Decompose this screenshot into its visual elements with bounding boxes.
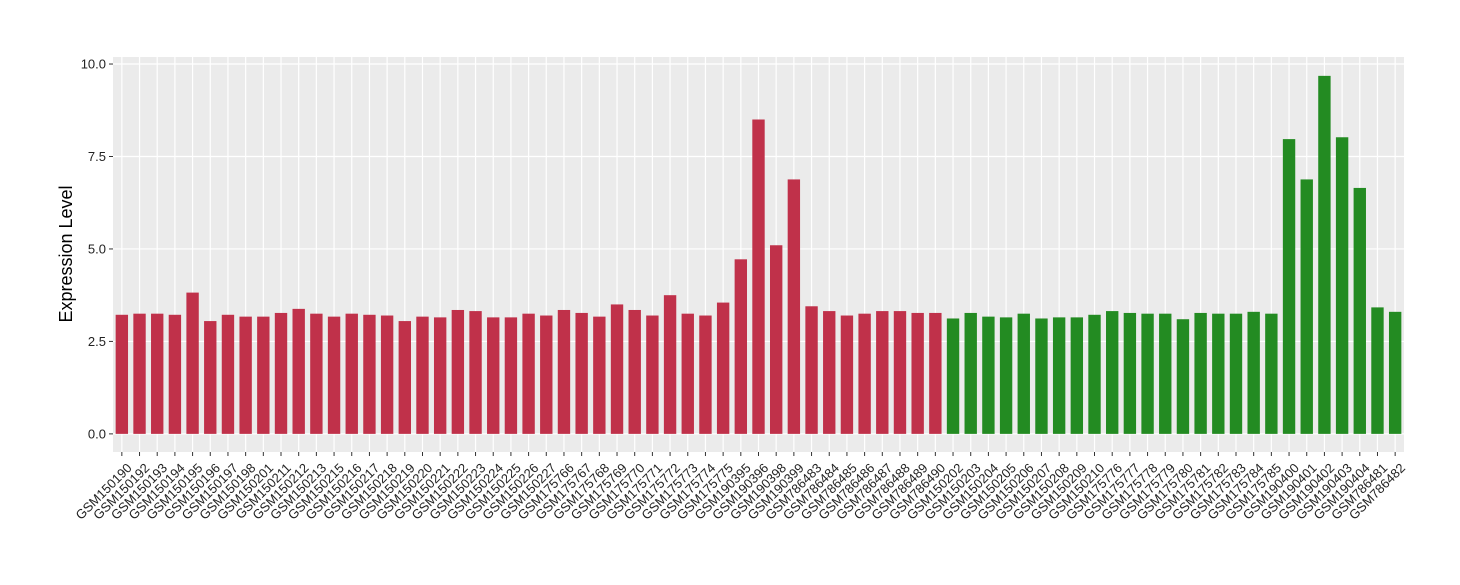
- bar: [487, 317, 500, 434]
- bar: [1229, 313, 1243, 434]
- bar: [345, 313, 358, 434]
- bar: [1371, 307, 1384, 434]
- bar: [363, 314, 376, 434]
- bar: [186, 292, 199, 434]
- bar: [1388, 311, 1402, 434]
- bar: [504, 317, 518, 434]
- bar: [398, 321, 411, 434]
- bar: [946, 318, 960, 434]
- bar: [646, 315, 659, 434]
- bar: [1017, 313, 1030, 434]
- bar: [1318, 75, 1331, 434]
- bar: [929, 312, 942, 434]
- bar: [327, 316, 341, 434]
- y-tick-label: 2.5: [88, 334, 106, 349]
- bar: [221, 314, 235, 434]
- bar: [911, 312, 924, 434]
- bar: [1088, 314, 1101, 434]
- bar: [416, 316, 429, 434]
- bar: [522, 313, 535, 434]
- bar: [699, 315, 712, 434]
- bar: [805, 306, 818, 434]
- bar: [893, 311, 907, 434]
- bar: [257, 316, 270, 434]
- bar: [451, 309, 465, 434]
- bar: [999, 317, 1013, 434]
- bar: [1300, 179, 1313, 434]
- bar: [1282, 139, 1296, 434]
- y-tick-label: 10.0: [81, 57, 106, 72]
- bar: [204, 321, 217, 434]
- bar: [1159, 313, 1172, 434]
- bar: [469, 311, 482, 434]
- bar: [540, 315, 553, 434]
- bar: [239, 316, 252, 434]
- bar: [734, 259, 748, 434]
- bar: [610, 304, 624, 434]
- bar: [575, 312, 588, 434]
- bar: [1123, 312, 1137, 434]
- bar: [557, 309, 571, 434]
- bar: [752, 119, 765, 434]
- y-tick-label: 0.0: [88, 426, 106, 441]
- bar: [1070, 317, 1084, 434]
- bar: [1265, 313, 1278, 434]
- bar: [787, 179, 801, 434]
- bar: [876, 311, 889, 434]
- bar: [1335, 137, 1349, 434]
- bar: [840, 315, 854, 434]
- bar: [1035, 318, 1048, 434]
- y-tick-label: 5.0: [88, 241, 106, 256]
- bar: [274, 312, 288, 434]
- bar: [151, 313, 164, 434]
- bar: [1247, 311, 1260, 434]
- bar: [1212, 313, 1225, 434]
- bar: [115, 314, 129, 434]
- bar: [433, 317, 447, 434]
- bar: [681, 313, 694, 434]
- bar: [823, 311, 836, 434]
- bar: [769, 245, 783, 434]
- bar: [1052, 317, 1066, 434]
- y-tick-label: 7.5: [88, 149, 106, 164]
- bar: [168, 314, 182, 434]
- bar: [1194, 312, 1207, 434]
- bar: [982, 316, 995, 434]
- bar: [1141, 313, 1154, 434]
- bar: [593, 316, 606, 434]
- bar: [1353, 187, 1366, 434]
- bar: [663, 295, 677, 434]
- bar: [858, 313, 871, 434]
- y-axis-label: Expression Level: [56, 185, 76, 322]
- bar: [133, 313, 146, 434]
- bar: [628, 309, 641, 434]
- bar: [1176, 319, 1190, 434]
- bar: [964, 312, 977, 434]
- bar: [1106, 311, 1119, 434]
- bar: [310, 313, 323, 434]
- bar: [292, 308, 305, 434]
- bar: [716, 302, 730, 434]
- bar: [380, 315, 394, 434]
